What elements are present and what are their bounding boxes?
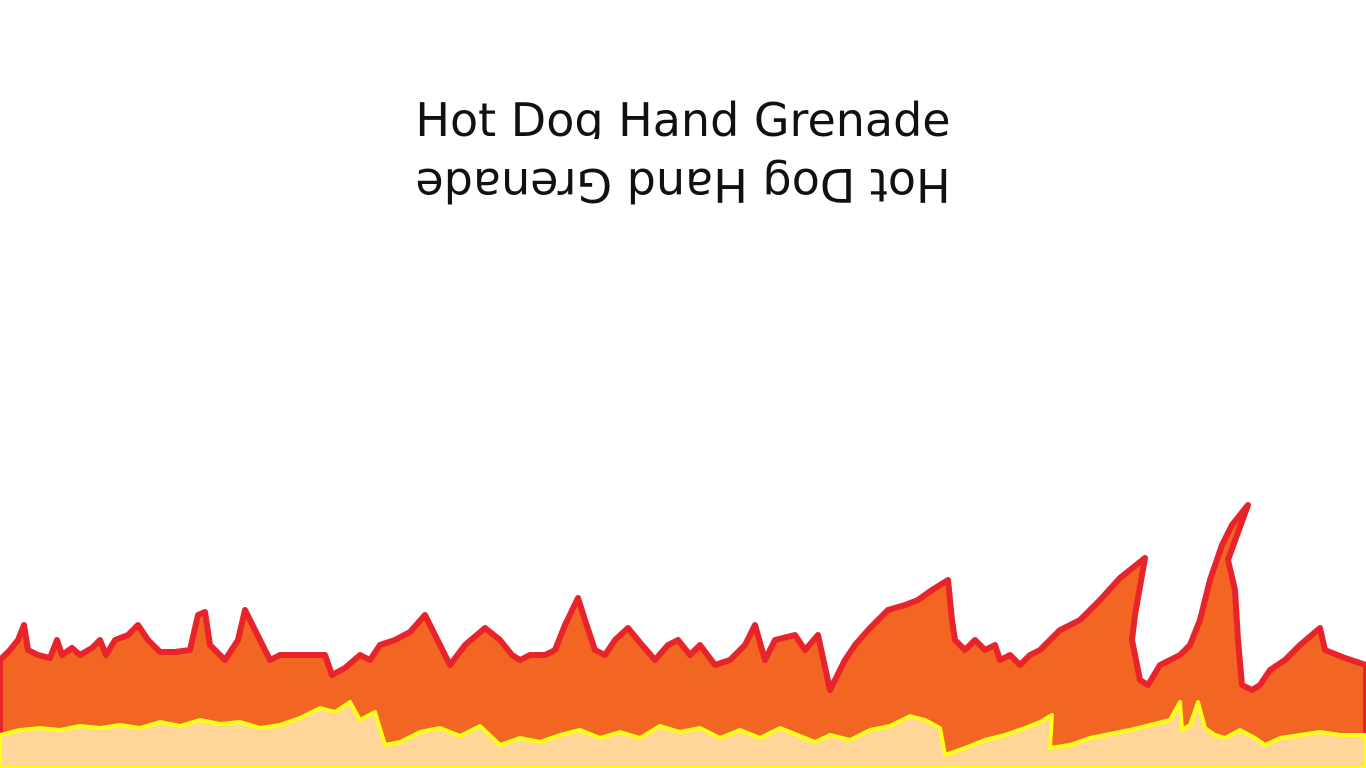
game-title: Hot Dog Hand Grenade <box>415 97 951 139</box>
flame-layer <box>0 502 1366 768</box>
ember-layer <box>0 700 1366 768</box>
